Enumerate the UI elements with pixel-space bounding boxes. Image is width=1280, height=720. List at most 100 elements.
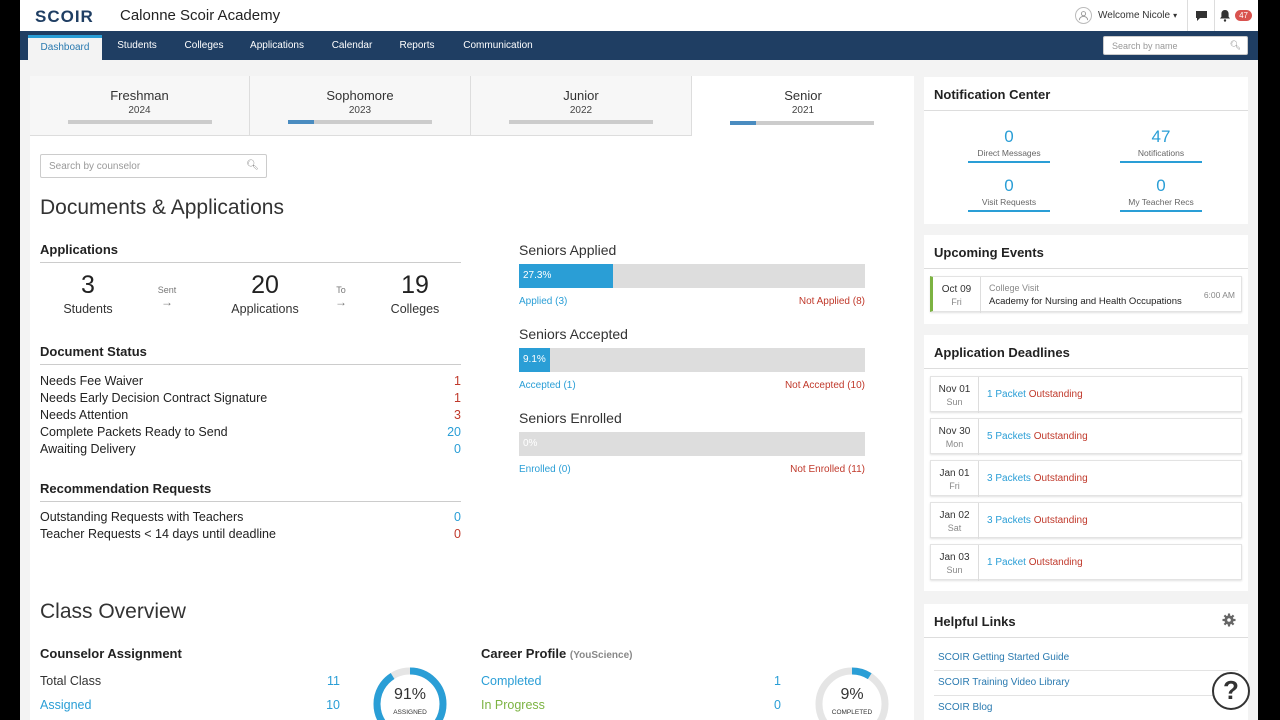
- in-progress-label[interactable]: In Progress: [481, 698, 545, 712]
- scoir-logo[interactable]: SCOIR: [35, 7, 94, 26]
- helpful-links-title: Helpful Links: [934, 614, 1016, 629]
- helpful-link[interactable]: SCOIR Blog: [938, 702, 993, 713]
- rec-request-label: Teacher Requests < 14 days until deadlin…: [40, 527, 276, 541]
- search-icon: 🔍︎: [1229, 40, 1241, 50]
- doc-status-label: Complete Packets Ready to Send: [40, 425, 228, 439]
- deadline-packets[interactable]: 3 Packets: [987, 515, 1031, 526]
- doc-status-row[interactable]: Needs Fee Waiver 1: [40, 374, 461, 391]
- doc-status-value[interactable]: 1: [454, 374, 461, 388]
- deadline-item[interactable]: Nov 30 Mon 5 Packets Outstanding: [930, 418, 1242, 455]
- class-name: Junior: [563, 88, 599, 103]
- rec-request-row[interactable]: Teacher Requests < 14 days until deadlin…: [40, 527, 461, 544]
- doc-status-value[interactable]: 1: [454, 391, 461, 405]
- doc-status-value[interactable]: 20: [447, 425, 461, 439]
- notifications-stat[interactable]: 47 Notifications: [1120, 127, 1202, 163]
- applications-stat[interactable]: 20 Applications: [210, 271, 320, 316]
- arrow-right-icon: →: [335, 295, 347, 309]
- deadline-packets[interactable]: 3 Packets: [987, 473, 1031, 484]
- doc-status-label: Needs Early Decision Contract Signature: [40, 391, 268, 405]
- tab-dashboard[interactable]: Dashboard: [28, 35, 102, 60]
- visit-requests-stat[interactable]: 0 Visit Requests: [968, 176, 1050, 212]
- completed-value[interactable]: 1: [774, 674, 781, 688]
- doc-status-label: Needs Fee Waiver: [40, 374, 144, 388]
- counselor-assignment-heading: Counselor Assignment: [40, 646, 182, 661]
- class-tab-junior[interactable]: Junior 2022: [471, 76, 692, 136]
- deadline-outstanding: Outstanding: [1028, 557, 1083, 568]
- deadline-item[interactable]: Jan 02 Sat 3 Packets Outstanding: [930, 502, 1242, 539]
- help-button[interactable]: ?: [1212, 672, 1250, 710]
- event-day-text: Fri: [951, 297, 962, 307]
- name-search-input[interactable]: Search by name 🔍︎: [1103, 36, 1248, 55]
- notification-badge[interactable]: 47: [1235, 10, 1252, 21]
- tab-communication[interactable]: Communication: [463, 40, 533, 51]
- class-progress-bar: [68, 120, 212, 124]
- class-name: Senior: [784, 88, 822, 103]
- doc-status-row[interactable]: Needs Attention 3: [40, 408, 461, 425]
- sent-label: Sent: [157, 285, 177, 295]
- chat-icon[interactable]: [1188, 0, 1214, 31]
- total-class-row: Total Class 11: [40, 674, 340, 691]
- not-accepted-link[interactable]: Not Accepted (10): [784, 380, 865, 391]
- tab-applications[interactable]: Applications: [250, 40, 304, 51]
- deadline-packets[interactable]: 1 Packet: [987, 389, 1026, 400]
- class-tab-sophomore[interactable]: Sophomore 2023: [250, 76, 471, 136]
- class-tab-freshman[interactable]: Freshman 2024: [30, 76, 250, 136]
- students-stat[interactable]: 3 Students: [50, 271, 126, 316]
- rec-request-value[interactable]: 0: [454, 527, 461, 541]
- in-progress-row[interactable]: In Progress 0: [481, 698, 781, 715]
- welcome-menu[interactable]: Welcome Nicole: [1098, 10, 1171, 21]
- class-progress-bar: [730, 121, 874, 125]
- doc-status-row[interactable]: Needs Early Decision Contract Signature 1: [40, 391, 461, 408]
- dashboard-main-panel: Freshman 2024 Sophomore 2023 Junior 2022…: [30, 76, 914, 720]
- event-item[interactable]: Oct 09 Fri College Visit Academy for Nur…: [930, 276, 1242, 313]
- total-class-label: Total Class: [40, 674, 102, 688]
- helpful-link[interactable]: SCOIR Training Video Library: [938, 677, 1070, 688]
- teacher-recs-stat[interactable]: 0 My Teacher Recs: [1120, 176, 1202, 212]
- tab-calendar[interactable]: Calendar: [331, 40, 373, 51]
- colleges-stat[interactable]: 19 Colleges: [380, 271, 450, 316]
- class-tab-senior[interactable]: Senior 2021: [692, 76, 914, 136]
- doc-status-value[interactable]: 3: [454, 408, 461, 422]
- applied-link[interactable]: Applied (3): [519, 296, 568, 307]
- deadline-packets[interactable]: 1 Packet: [987, 557, 1026, 568]
- class-progress-bar: [509, 120, 653, 124]
- in-progress-value[interactable]: 0: [774, 698, 781, 712]
- deadline-date-text: Jan 02: [939, 510, 970, 521]
- doc-status-label: Awaiting Delivery: [40, 442, 136, 456]
- direct-messages-stat[interactable]: 0 Direct Messages: [968, 127, 1050, 163]
- assigned-donut: 91% ASSIGNED: [372, 666, 448, 720]
- user-avatar-icon[interactable]: [1075, 7, 1093, 24]
- helpful-link[interactable]: SCOIR Getting Started Guide: [938, 652, 1070, 663]
- completed-row[interactable]: Completed 1: [481, 674, 781, 691]
- assigned-label[interactable]: Assigned: [40, 698, 92, 712]
- deadline-packets[interactable]: 5 Packets: [987, 431, 1031, 442]
- colleges-label: Colleges: [390, 302, 440, 316]
- completed-label[interactable]: Completed: [481, 674, 542, 688]
- doc-status-row[interactable]: Complete Packets Ready to Send 20: [40, 425, 461, 442]
- rec-request-row[interactable]: Outstanding Requests with Teachers 0: [40, 510, 461, 527]
- enrolled-link[interactable]: Enrolled (0): [519, 464, 571, 475]
- deadline-date-text: Nov 01: [938, 384, 971, 395]
- not-enrolled-link[interactable]: Not Enrolled (11): [790, 464, 865, 475]
- deadline-item[interactable]: Jan 03 Sun 1 Packet Outstanding: [930, 544, 1242, 581]
- deadline-date: Jan 02 Sat: [931, 503, 979, 539]
- doc-status-row[interactable]: Awaiting Delivery 0: [40, 442, 461, 459]
- assigned-value[interactable]: 10: [326, 698, 340, 712]
- deadline-item[interactable]: Nov 01 Sun 1 Packet Outstanding: [930, 376, 1242, 413]
- total-class-value[interactable]: 11: [327, 674, 340, 688]
- tab-colleges[interactable]: Colleges: [184, 40, 224, 51]
- bell-icon[interactable]: [1215, 0, 1235, 31]
- tab-reports[interactable]: Reports: [399, 40, 435, 51]
- deadline-item[interactable]: Jan 01 Fri 3 Packets Outstanding: [930, 460, 1242, 497]
- assigned-row[interactable]: Assigned 10: [40, 698, 340, 715]
- seniors-accepted-title: Seniors Accepted: [519, 326, 628, 342]
- counselor-search-input[interactable]: Search by counselor 🔍︎: [40, 154, 267, 178]
- seniors-enrolled-fill: 0%: [523, 438, 538, 449]
- deadline-day-text: Sun: [946, 565, 963, 575]
- tab-students[interactable]: Students: [117, 40, 157, 51]
- not-applied-link[interactable]: Not Applied (8): [798, 296, 865, 307]
- doc-status-value[interactable]: 0: [454, 442, 461, 456]
- accepted-link[interactable]: Accepted (1): [519, 380, 576, 391]
- gear-icon[interactable]: [1222, 613, 1236, 630]
- rec-request-value[interactable]: 0: [454, 510, 461, 524]
